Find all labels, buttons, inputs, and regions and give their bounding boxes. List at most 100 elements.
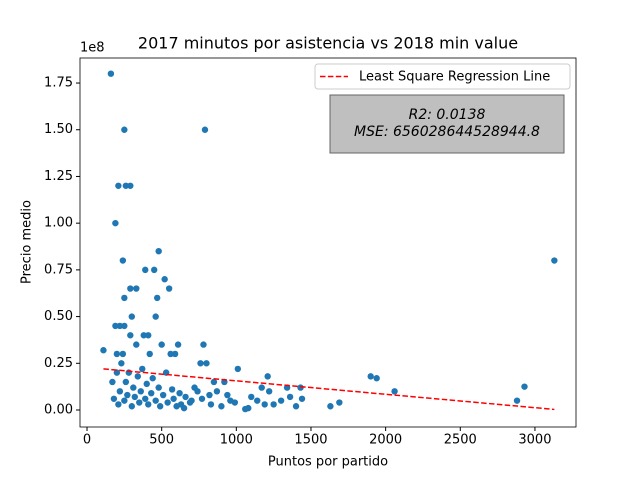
annotation-text: R2: 0.0138 — [409, 107, 486, 123]
scatter-point — [551, 257, 558, 264]
scatter-point — [277, 397, 285, 404]
scatter-point — [153, 294, 161, 302]
scatter-point — [100, 347, 107, 354]
scatter-point — [391, 388, 398, 395]
x-tick-label: 1000 — [220, 433, 253, 448]
scatter-point — [182, 393, 189, 401]
scatter-point — [207, 401, 215, 408]
scatter-point — [210, 378, 218, 386]
scatter-point — [248, 393, 255, 401]
y-tick-label: 1.50 — [44, 122, 73, 137]
scatter-point — [186, 399, 194, 406]
scatter-point — [218, 403, 225, 410]
scatter-point — [156, 403, 164, 410]
scatter-point — [122, 182, 130, 189]
scatter-point — [136, 399, 143, 406]
scatter-point — [159, 391, 167, 399]
scatter-point — [213, 388, 221, 395]
scatter-point — [116, 388, 124, 395]
scatter-point — [165, 285, 173, 292]
scatter-point — [142, 395, 149, 402]
scatter-point — [155, 384, 162, 391]
scatter-point — [203, 360, 210, 367]
scatter-point — [127, 285, 134, 292]
scatter-point — [109, 378, 116, 386]
x-tick-label: 2000 — [369, 433, 402, 448]
scatter-point — [122, 378, 130, 386]
scatter-point — [158, 341, 165, 348]
scatter-point — [292, 403, 300, 410]
chart-title: 2017 minutos por asistencia vs 2018 min … — [138, 34, 518, 53]
scatter-point — [513, 397, 521, 404]
scatter-point — [145, 332, 152, 339]
scatter-point — [176, 389, 183, 397]
annotation-box — [329, 94, 565, 154]
scatter-point — [118, 360, 125, 367]
scatter-point — [121, 126, 128, 133]
scatter-point — [197, 360, 204, 367]
x-axis-label: Puntos por partido — [268, 455, 388, 470]
scatter-point — [177, 401, 185, 408]
scatter-point — [145, 401, 152, 408]
y-tick-label: 0.50 — [44, 309, 73, 324]
scatter-point — [254, 397, 261, 404]
scatter-point — [170, 395, 177, 402]
scatter-point — [201, 126, 209, 133]
legend-label: Least Square Regression Line — [359, 70, 550, 85]
scatter-point — [142, 266, 149, 274]
annotation-text: MSE: 656028644528944.8 — [354, 124, 540, 140]
x-tick-label: 2500 — [444, 433, 477, 448]
scatter-point — [137, 388, 144, 395]
scatter-point — [151, 266, 158, 274]
scatter-point — [146, 350, 153, 358]
scatter-point — [258, 384, 265, 391]
scatter-point — [134, 373, 141, 380]
scatter-point — [231, 399, 239, 406]
scatter-point — [107, 70, 115, 77]
axes-frame — [79, 57, 577, 428]
y-offset-label: 1e8 — [80, 41, 105, 56]
scatter-point — [167, 350, 174, 358]
scatter-point — [148, 389, 155, 397]
scatter-point — [265, 388, 273, 395]
scatter-point — [113, 369, 121, 376]
scatter-point — [131, 393, 138, 401]
y-tick-label: 0.00 — [44, 402, 73, 417]
x-tick-label: 0 — [83, 433, 91, 448]
scatter-point — [155, 247, 162, 255]
scatter-point — [127, 182, 134, 189]
scatter-point — [242, 405, 249, 413]
scatter-point — [200, 341, 207, 348]
scatter-point — [152, 397, 159, 404]
scatter-point — [112, 322, 119, 330]
scatter-point — [191, 384, 198, 391]
scatter-point — [164, 399, 171, 406]
scatter-point — [297, 384, 304, 391]
scatter-point — [336, 399, 343, 406]
x-tick-label: 3000 — [518, 433, 551, 448]
scatter-point — [133, 341, 140, 348]
y-tick-label: 0.25 — [44, 356, 73, 371]
y-tick-label: 1.75 — [44, 76, 73, 91]
scatter-point — [264, 373, 271, 380]
y-tick-label: 1.00 — [44, 216, 73, 231]
scatter-point — [140, 332, 147, 339]
scatter-point — [139, 365, 146, 373]
scatter-point — [133, 285, 140, 292]
scatter-point — [149, 375, 156, 382]
scatter-point — [116, 322, 124, 330]
scatter-point — [206, 391, 213, 399]
scatter-point — [128, 403, 136, 410]
scatter-point — [152, 313, 159, 320]
scatter-point — [168, 386, 176, 393]
scatter-point — [367, 373, 374, 380]
scatter-point — [261, 401, 268, 408]
scatter-point — [121, 322, 128, 330]
scatter-point — [234, 365, 242, 373]
y-axis-label: Precio medio — [20, 200, 35, 284]
scatter-point — [171, 350, 179, 358]
scatter-point — [143, 380, 150, 388]
scatter-point — [373, 375, 380, 382]
scatter-point — [270, 401, 277, 408]
